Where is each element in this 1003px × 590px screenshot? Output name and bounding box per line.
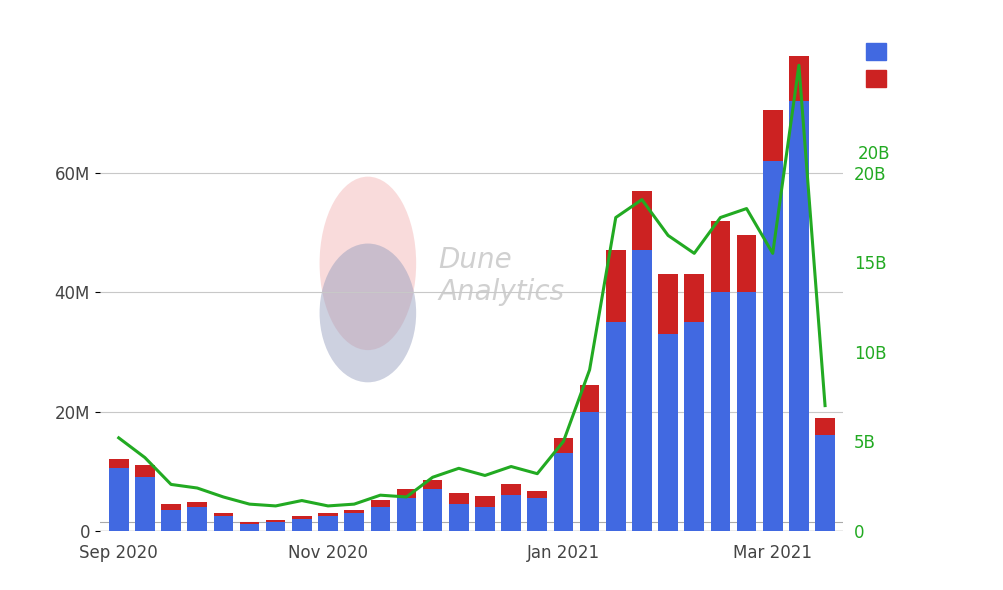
Bar <box>108 460 128 468</box>
Bar <box>762 110 781 161</box>
Bar <box>161 510 181 531</box>
Bar <box>344 513 364 531</box>
Bar <box>292 516 311 519</box>
Bar <box>788 101 807 531</box>
Bar <box>396 489 416 498</box>
Bar <box>579 412 599 531</box>
Bar <box>240 524 259 531</box>
Bar <box>710 221 729 292</box>
Bar <box>500 495 521 531</box>
Bar <box>214 513 233 516</box>
Bar <box>135 466 154 477</box>
Bar <box>579 385 599 412</box>
Bar <box>292 519 311 531</box>
Bar <box>762 161 781 531</box>
Bar <box>527 491 547 498</box>
Ellipse shape <box>319 176 415 350</box>
Bar <box>684 274 703 322</box>
Bar <box>370 500 390 507</box>
Bar <box>658 274 677 334</box>
Bar <box>527 498 547 531</box>
Bar <box>448 493 468 504</box>
Bar <box>318 513 337 516</box>
Bar <box>188 502 207 507</box>
Bar <box>266 522 285 531</box>
Bar <box>788 56 807 101</box>
Bar <box>135 477 154 531</box>
Bar <box>606 322 625 531</box>
Bar <box>736 292 755 531</box>
Bar <box>814 435 834 531</box>
Bar <box>553 453 573 531</box>
Bar <box>474 496 494 507</box>
Bar <box>318 516 337 531</box>
Ellipse shape <box>319 244 415 382</box>
Bar <box>396 498 416 531</box>
Bar <box>448 504 468 531</box>
Bar <box>266 520 285 522</box>
Bar <box>474 507 494 531</box>
Bar <box>108 468 128 531</box>
Bar <box>606 250 625 322</box>
Bar <box>344 510 364 513</box>
Bar <box>814 418 834 435</box>
Legend: , : , <box>865 43 887 87</box>
Bar <box>422 480 442 489</box>
Bar <box>632 191 651 250</box>
Bar <box>736 235 755 292</box>
Text: 20B: 20B <box>858 145 890 163</box>
Bar <box>214 516 233 531</box>
Bar <box>658 334 677 531</box>
Bar <box>710 292 729 531</box>
Bar <box>370 507 390 531</box>
Bar <box>632 250 651 531</box>
Bar <box>553 438 573 453</box>
Bar <box>684 322 703 531</box>
Bar <box>161 504 181 510</box>
Bar <box>188 507 207 531</box>
Bar <box>422 489 442 531</box>
Text: Dune
Analytics: Dune Analytics <box>438 245 564 306</box>
Bar <box>240 522 259 524</box>
Bar <box>500 484 521 495</box>
